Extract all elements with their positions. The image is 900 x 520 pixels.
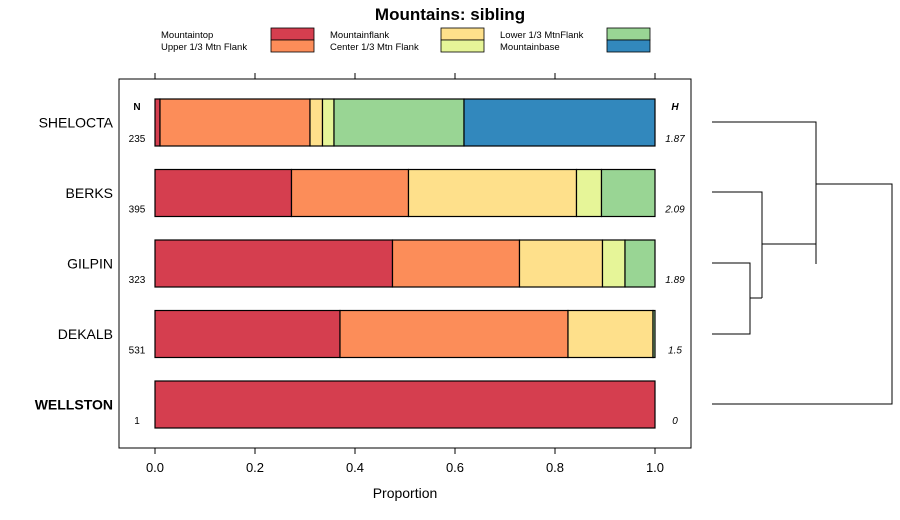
legend-label: Upper 1/3 Mtn Flank — [161, 42, 247, 53]
bar-segment — [575, 168, 603, 218]
legend-swatch — [270, 27, 315, 41]
dendrogram-branch — [712, 191, 763, 298]
bar-segment — [339, 309, 569, 359]
x-axis: 0.0 0.2 0.4 0.6 0.8 1.0 — [146, 73, 664, 475]
dendrogram-branch — [712, 121, 817, 264]
h-column-header: H — [671, 102, 679, 113]
h-value: 1.87 — [665, 134, 685, 145]
h-value: 1.89 — [665, 275, 685, 286]
h-value: 0 — [672, 416, 678, 427]
x-axis-label: Proportion — [373, 485, 438, 501]
row-label: GILPIN — [67, 256, 113, 272]
row-label: WELLSTON — [35, 397, 113, 413]
bar-segment — [154, 239, 394, 288]
h-value: 2.09 — [664, 205, 685, 216]
legend-swatch — [270, 39, 315, 53]
bar-segment — [154, 98, 161, 147]
n-value: 323 — [129, 275, 146, 286]
bar-segment — [601, 239, 626, 288]
x-tick-label: 0.8 — [546, 460, 564, 475]
legend-swatch — [606, 27, 651, 41]
x-tick-label: 0.4 — [346, 460, 364, 475]
bar-segment — [407, 168, 578, 218]
bars — [154, 98, 656, 429]
x-tick-label: 0.2 — [246, 460, 264, 475]
n-value: 395 — [129, 205, 146, 216]
dendrogram — [712, 121, 893, 405]
legend-label: Lower 1/3 MtnFlank — [500, 30, 584, 41]
n-value: 235 — [129, 134, 146, 145]
row-label: SHELOCTA — [39, 115, 114, 131]
plot-panel — [118, 78, 692, 449]
bar-segment — [159, 98, 311, 147]
bar-segment — [321, 98, 335, 147]
row-label: BERKS — [66, 185, 113, 201]
row-label: DEKALB — [58, 326, 113, 342]
bar-segment — [652, 309, 656, 359]
bar-segment — [518, 239, 604, 288]
bar-segment — [154, 380, 656, 429]
legend-label: Mountainflank — [330, 30, 389, 41]
bar-segment — [600, 168, 656, 218]
legend-swatch — [606, 39, 651, 53]
bar-segment — [624, 239, 656, 288]
bar-segment — [309, 98, 324, 147]
bar-segment — [567, 309, 654, 359]
x-tick-label: 0.0 — [146, 460, 164, 475]
n-column-header: N — [133, 102, 140, 113]
bar-segment — [391, 239, 521, 288]
row-labels: SHELOCTA 235 1.87 BERKS 395 2.09 GILPIN 323 1.89… — [35, 115, 685, 428]
bar-segment — [290, 168, 410, 218]
dendrogram-branch — [712, 183, 893, 405]
legend-swatch — [440, 27, 485, 41]
legend-label: Mountaintop — [161, 30, 213, 41]
bar-segment — [333, 98, 465, 147]
bar-segment — [463, 98, 656, 147]
legend-label: Mountainbase — [500, 42, 560, 53]
x-tick-label: 1.0 — [646, 460, 664, 475]
legend-swatch — [440, 39, 485, 53]
dendrogram-branch — [712, 262, 751, 335]
n-value: 531 — [129, 346, 146, 357]
bar-segment — [154, 309, 341, 359]
chart-title: Mountains: sibling — [375, 5, 525, 24]
n-value: 1 — [134, 416, 140, 427]
bar-segment — [154, 168, 293, 218]
x-tick-label: 0.6 — [446, 460, 464, 475]
h-value: 1.5 — [668, 346, 682, 357]
legend-label: Center 1/3 Mtn Flank — [330, 42, 419, 53]
